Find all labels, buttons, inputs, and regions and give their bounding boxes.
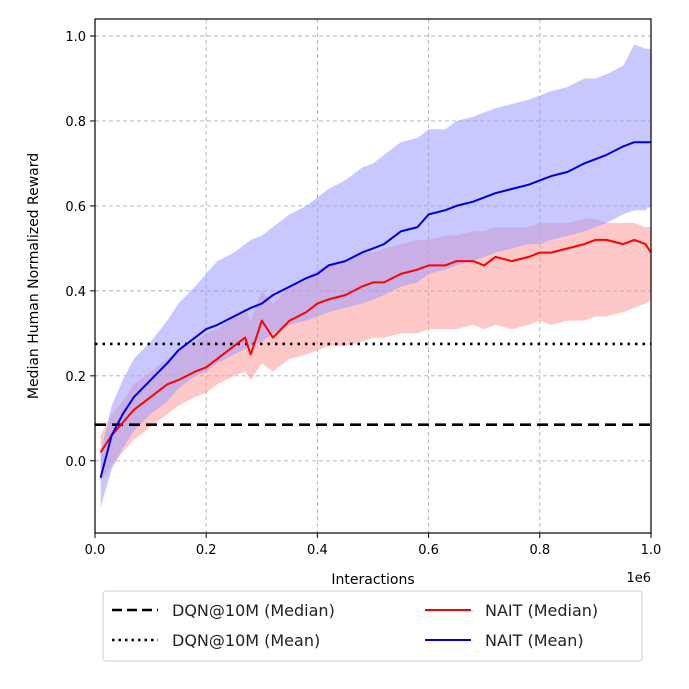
x-tick-label-2: 0.4 [307,543,328,558]
x-tick-label-5: 1.0 [641,543,662,558]
legend-label-nait-mean: NAIT (Mean) [485,631,584,650]
legend-label-dqn-median: DQN@10M (Median) [172,601,335,620]
x-tick-label-3: 0.6 [418,543,439,558]
band-nait-mean- [100,44,652,508]
x-tick-label-4: 0.8 [529,543,550,558]
axis-ticks: 0.0 0.2 0.4 0.6 0.8 1.0 0.0 0.2 0.4 0.6 0.8 1.0 [65,30,661,558]
legend-frame [102,590,643,662]
plot-frame [94,18,652,534]
y-tick-label-0: 0.0 [65,455,86,470]
y-tick-label-1: 0.2 [65,370,86,385]
x-tick-label-1: 0.2 [196,543,217,558]
legend-label-dqn-mean: DQN@10M (Mean) [172,631,320,650]
y-tick-label-4: 0.8 [65,115,86,130]
x-tick-label-0: 0.0 [85,543,106,558]
series-lines [99,141,652,479]
baselines [95,342,651,426]
y-tick-label-5: 1.0 [65,30,86,45]
y-tick-label-3: 0.6 [65,200,86,215]
line-nait-median- [99,238,652,453]
legend-label-nait-median: NAIT (Median) [485,601,598,620]
x-axis-offset-label: 1e6 [626,571,651,586]
y-axis-label: Median Human Normalized Reward [26,153,42,399]
legend: DQN@10M (Median) DQN@10M (Mean) NAIT (Me… [102,590,643,662]
x-axis-label: Interactions [331,572,414,588]
band-nait-median- [100,218,652,482]
confidence-bands [100,44,652,508]
y-tick-label-2: 0.4 [65,285,86,300]
line-nait-mean- [99,141,651,479]
